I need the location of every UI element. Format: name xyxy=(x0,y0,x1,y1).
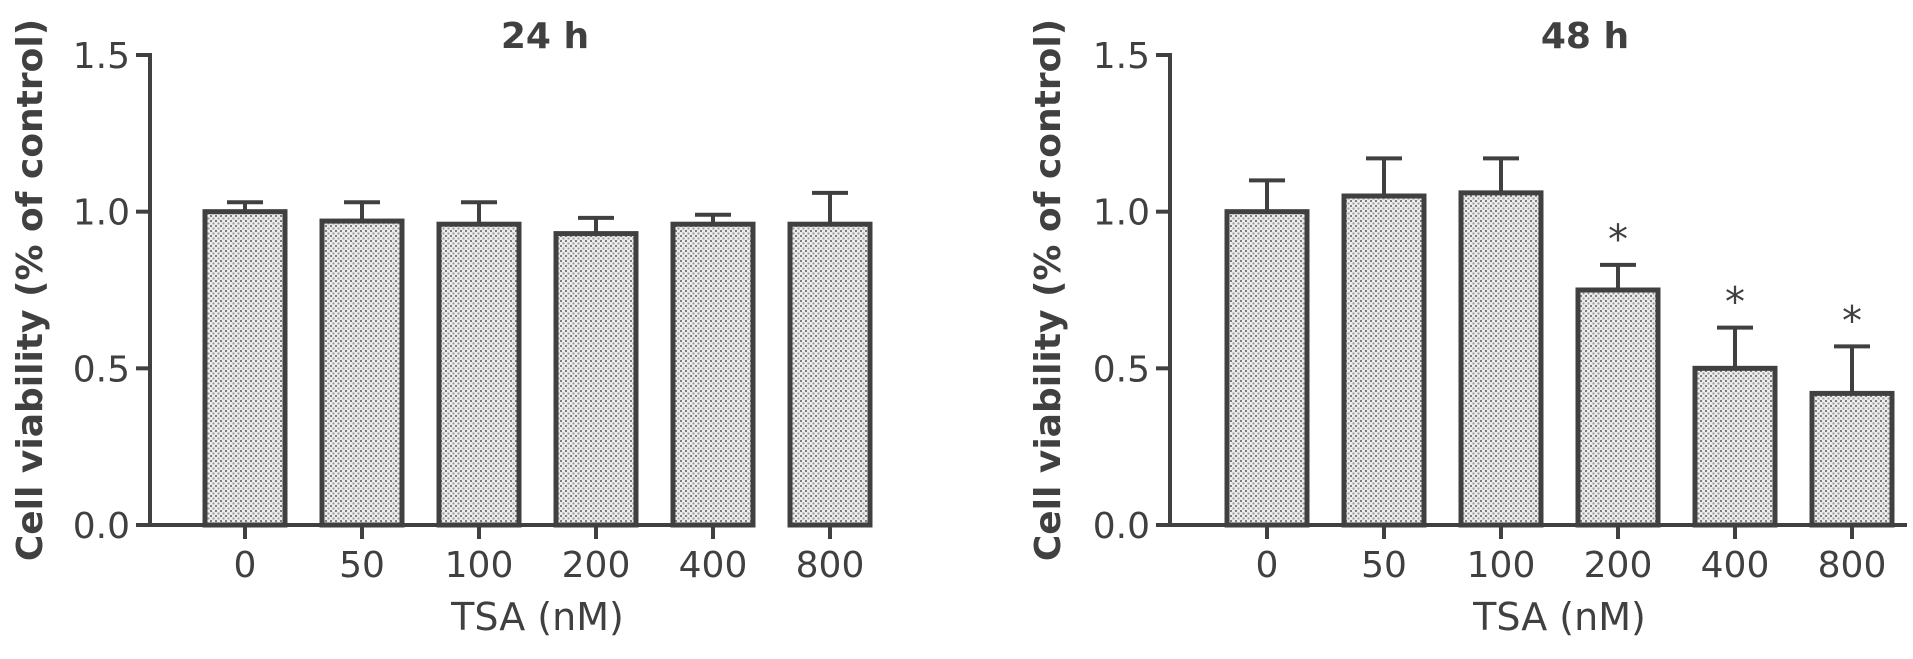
panel-24h: 24 h Cell viability (% of control) TSA (… xyxy=(10,16,873,639)
y-tick-label: 1.0 xyxy=(73,193,130,234)
error-bar xyxy=(227,200,263,212)
error-bar xyxy=(344,200,380,222)
x-tick-label: 0 xyxy=(1256,545,1279,586)
error-bar xyxy=(1600,262,1636,290)
x-tick-label: 200 xyxy=(1584,545,1653,586)
bar xyxy=(787,221,873,528)
x-tick-label: 100 xyxy=(445,545,514,586)
chart-title: 24 h xyxy=(501,16,589,57)
error-bar xyxy=(1366,156,1402,196)
y-tick-label: 0.5 xyxy=(1093,349,1150,390)
y-tick-label: 0.0 xyxy=(73,506,130,547)
x-tick-label: 200 xyxy=(562,545,631,586)
y-tick-label: 1.5 xyxy=(73,36,130,77)
error-bar xyxy=(812,190,848,225)
bar-group xyxy=(202,190,873,528)
y-axis-label: Cell viability (% of control) xyxy=(1028,19,1069,561)
x-axis-label: TSA (nM) xyxy=(450,595,624,639)
x-tick-label: 0 xyxy=(234,545,257,586)
bar xyxy=(670,221,756,528)
x-tick-label: 50 xyxy=(339,545,385,586)
x-tick-label: 100 xyxy=(1467,545,1536,586)
x-tick-label: 800 xyxy=(1818,545,1887,586)
bar xyxy=(1341,193,1427,528)
significance-marker: * xyxy=(1608,217,1628,263)
error-bar xyxy=(695,212,731,225)
error-bar xyxy=(1249,178,1285,212)
y-tick-label: 0.5 xyxy=(73,349,130,390)
bar xyxy=(553,231,639,528)
x-axis-label: TSA (nM) xyxy=(1472,595,1646,639)
axes: 0 50 100 200 400 800 0.0 0.5 1.0 1.5 xyxy=(73,36,865,586)
bar xyxy=(1809,390,1895,528)
bar xyxy=(436,221,522,528)
significance-marker: * xyxy=(1842,298,1862,344)
bar xyxy=(1224,209,1310,528)
x-tick-label: 50 xyxy=(1361,545,1407,586)
error-bar xyxy=(1834,344,1870,394)
bar xyxy=(1692,365,1778,528)
chart-title: 48 h xyxy=(1541,16,1629,57)
bar xyxy=(202,209,288,528)
y-tick-label: 1.0 xyxy=(1093,193,1150,234)
error-bar xyxy=(1717,325,1753,369)
x-tick-label: 400 xyxy=(679,545,748,586)
bar-group: * * * xyxy=(1224,156,1895,528)
bar xyxy=(319,218,405,528)
error-bar xyxy=(578,215,614,234)
x-tick-label: 800 xyxy=(796,545,865,586)
y-axis-label: Cell viability (% of control) xyxy=(10,19,51,561)
y-tick-label: 1.5 xyxy=(1093,36,1150,77)
error-bar xyxy=(461,200,497,225)
x-tick-label: 400 xyxy=(1701,545,1770,586)
panel-48h: 48 h Cell viability (% of control) TSA (… xyxy=(1028,16,1907,639)
y-tick-label: 0.0 xyxy=(1093,506,1150,547)
axes: 0 50 100 200 400 800 0.0 0.5 1.0 1.5 xyxy=(1093,36,1907,586)
error-bar xyxy=(1483,156,1519,193)
bar xyxy=(1575,287,1661,528)
bar xyxy=(1458,190,1544,528)
significance-marker: * xyxy=(1725,280,1745,326)
